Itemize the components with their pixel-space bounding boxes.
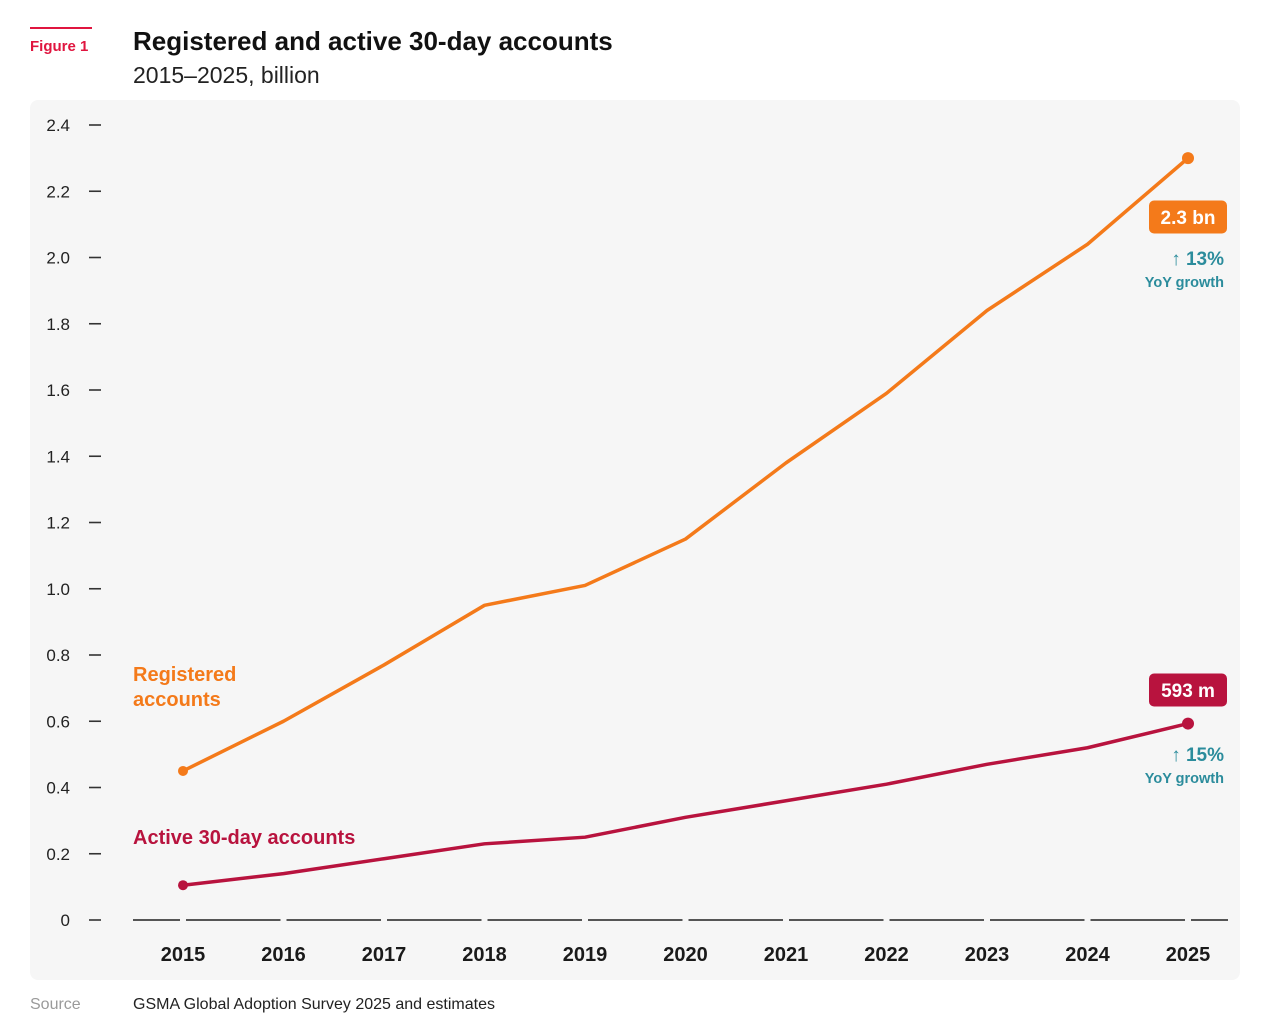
y-tick-label: 2.2: [46, 182, 70, 201]
x-tick-label: 2021: [764, 944, 809, 966]
y-tick-label: 0.4: [46, 779, 70, 798]
registered-accounts-line: [181, 156, 1190, 773]
x-tick-label: 2017: [362, 944, 407, 966]
registered-series-label: accounts: [133, 689, 221, 711]
y-tick-label: 1.6: [46, 381, 70, 400]
active-end-badge-text: 593 m: [1161, 681, 1215, 702]
source-text: GSMA Global Adoption Survey 2025 and est…: [133, 996, 495, 1013]
active-accounts-line: [181, 721, 1190, 887]
active-series-label: Active 30-day accounts: [133, 827, 355, 849]
registered-end-badge-box: [1149, 200, 1227, 234]
y-tick-label: 1.2: [46, 514, 70, 533]
y-tick-label: 1.4: [46, 447, 70, 466]
y-tick-label: 1.0: [46, 580, 70, 599]
end-point-marker: [1182, 717, 1194, 730]
x-tick-label: 2016: [261, 944, 306, 966]
x-tick-label: 2023: [965, 944, 1010, 966]
y-tick-label: 0: [61, 911, 70, 930]
y-tick-label: 0.2: [46, 845, 70, 864]
active-growth-label: YoY growth: [1145, 771, 1224, 787]
x-tick-label: 2025: [1166, 944, 1211, 966]
active-end-badge-box: [1149, 673, 1227, 707]
figure-label: Figure 1: [30, 38, 89, 55]
y-tick-label: 2.0: [46, 249, 70, 268]
x-tick-label: 2020: [663, 944, 708, 966]
figure-rule: [30, 27, 92, 29]
x-tick-label: 2022: [864, 944, 909, 966]
source-label: Source: [30, 996, 81, 1013]
chart-title: Registered and active 30-day accounts: [133, 26, 613, 56]
y-tick-label: 1.8: [46, 315, 70, 334]
y-tick-label: 2.4: [46, 116, 70, 135]
y-tick-label: 0.6: [46, 712, 70, 731]
x-tick-label: 2019: [563, 944, 608, 966]
registered-end-badge-text: 2.3 bn: [1161, 208, 1216, 229]
registered-series-label: Registered: [133, 664, 236, 686]
x-tick-label: 2018: [462, 944, 507, 966]
chart-subtitle: 2015–2025, billion: [133, 62, 320, 88]
registered-growth-value: ↑ 13%: [1171, 249, 1224, 270]
x-tick-label: 2015: [161, 944, 206, 966]
y-tick-label: 0.8: [46, 646, 70, 665]
registered-growth-label: YoY growth: [1145, 275, 1224, 291]
active-growth-value: ↑ 15%: [1171, 745, 1224, 766]
start-point-marker: [178, 880, 188, 891]
start-point-marker: [178, 765, 188, 776]
end-point-marker: [1182, 152, 1194, 165]
x-tick-label: 2024: [1065, 944, 1110, 966]
chart-panel: [30, 100, 1240, 980]
